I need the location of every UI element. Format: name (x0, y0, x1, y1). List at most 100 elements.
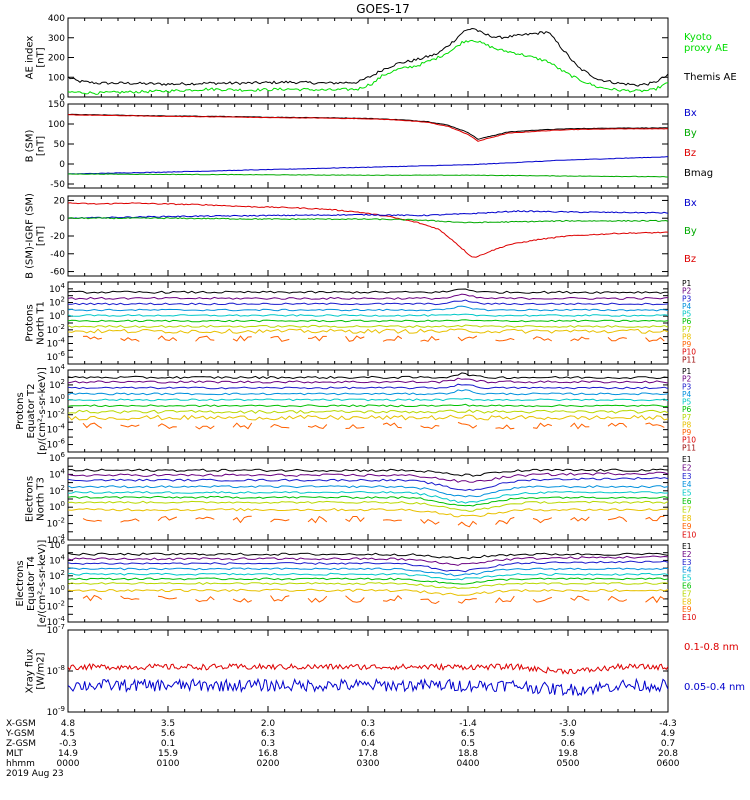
footer-value: 0000 (57, 759, 80, 769)
y-tick-label: 100 (49, 393, 65, 406)
footer-value: 4.8 (61, 719, 76, 729)
series-p9 (82, 421, 665, 430)
y-axis-label: [W/m2] (36, 652, 47, 689)
y-axis-label: Xray flux (25, 649, 36, 694)
footer-value: 4.5 (61, 729, 75, 739)
legend-entry: P8 (682, 332, 692, 341)
panel-pe: 10-6 10-4 10-2 100 102 104 Protons Equator T2 [p… (15, 363, 696, 455)
series-p7 (68, 324, 668, 328)
footer-value: 6.6 (361, 729, 376, 739)
footer-value: 0100 (157, 759, 180, 769)
footer-value: 6.5 (461, 729, 475, 739)
series-e2 (68, 555, 668, 566)
series-e3 (68, 476, 668, 491)
series-e6 (68, 577, 668, 585)
series-e3 (68, 560, 668, 573)
legend-entry: E10 (682, 531, 697, 540)
series-0-1-0-8-nm (68, 662, 668, 675)
legend-entry: Themis AE (683, 72, 737, 83)
y-tick-label: 104 (49, 467, 65, 480)
y-axis-label: B (SM)-IGRF (SM) (25, 193, 36, 279)
footer-value: -1.4 (459, 719, 477, 729)
series-e5 (68, 572, 668, 581)
legend-entry: E4 (682, 566, 692, 575)
y-tick-label: 10-7 (47, 623, 65, 636)
y-tick-label: 20 (54, 196, 66, 206)
legend-entry: Bz (684, 254, 696, 265)
series-e8 (68, 588, 668, 596)
legend-entry: proxy AE (684, 43, 728, 54)
panel-frame (67, 17, 669, 98)
legend-entry: E8 (682, 514, 692, 523)
series-bmag (68, 113, 668, 140)
legend-entry: P11 (682, 443, 696, 452)
footer-value: 20.8 (658, 749, 678, 759)
footer-value: 0.3 (361, 719, 375, 729)
y-tick-label: -60 (50, 268, 65, 278)
series-e4 (68, 567, 668, 577)
footer-value: 0.4 (361, 739, 376, 749)
footer-date: 2019 Aug 23 (6, 769, 64, 779)
y-axis-label: B (SM) (25, 129, 36, 162)
legend-entry: P5 (682, 310, 692, 319)
y-axis-label: AE index (25, 36, 36, 80)
legend-entry: Bx (684, 198, 697, 209)
legend-entry: P2 (682, 375, 692, 384)
y-axis-label: Equator T4 (26, 556, 37, 611)
y-axis-label: Protons (25, 304, 36, 341)
legend-entry: E6 (682, 582, 692, 591)
footer-value: 5.9 (561, 729, 576, 739)
y-axis-label: [nT] (36, 47, 47, 67)
legend-entry: E5 (682, 489, 692, 498)
y-tick-label: 0 (59, 93, 65, 103)
series-bx (68, 210, 668, 220)
y-axis-label: Electrons (25, 476, 36, 522)
footer-value: 0300 (357, 759, 380, 769)
y-tick-label: 10-2 (47, 323, 65, 336)
legend-entry: E10 (682, 613, 697, 622)
series-p3 (68, 383, 668, 390)
legend-entry: E2 (682, 463, 692, 472)
series-0-05-0-4-nm (68, 677, 668, 697)
y-axis-label: North T1 (36, 301, 47, 345)
legend-entry: P2 (682, 287, 692, 296)
footer-value: 4.9 (661, 729, 676, 739)
series-p6 (68, 319, 668, 323)
y-tick-label: 10-4 (47, 615, 66, 628)
footer-row-label: Z-GSM (6, 739, 36, 749)
y-tick-label: 104 (49, 553, 65, 566)
legend-entry: P9 (682, 428, 692, 437)
legend-entry: P6 (682, 405, 692, 414)
legend-entry: P7 (682, 325, 692, 334)
footer-value: 6.3 (261, 729, 275, 739)
y-tick-label: 0 (59, 214, 65, 224)
y-tick-label: 10-2 (47, 517, 65, 530)
legend-entry: P10 (682, 436, 696, 445)
y-axis-label: Protons (15, 392, 26, 429)
legend-entry: E9 (682, 522, 692, 531)
y-tick-label: 102 (49, 296, 65, 309)
y-axis-label: [e/(cm²-s-sr-keV)] (37, 540, 48, 628)
y-tick-label: 106 (49, 451, 65, 464)
footer-value: 19.8 (558, 749, 578, 759)
footer-value: 16.8 (258, 749, 278, 759)
footer-value: 2.0 (261, 719, 276, 729)
legend-entry: E2 (682, 550, 692, 559)
y-axis-label: [nT] (36, 136, 47, 156)
y-tick-label: 10-6 (47, 438, 66, 451)
legend-entry: Bx (684, 108, 697, 119)
series-p1 (68, 372, 668, 380)
footer-value: 17.8 (358, 749, 378, 759)
legend-entry: P8 (682, 420, 692, 429)
legend-entry: E1 (682, 542, 692, 551)
legend-entry: P4 (682, 302, 692, 311)
series-p4 (68, 305, 668, 312)
legend-entry: E6 (682, 497, 692, 506)
series-bx (68, 156, 668, 175)
legend-entry: E7 (682, 589, 692, 598)
legend-entry: P6 (682, 317, 692, 326)
legend-entry: E9 (682, 605, 692, 614)
y-tick-label: 100 (49, 584, 65, 597)
